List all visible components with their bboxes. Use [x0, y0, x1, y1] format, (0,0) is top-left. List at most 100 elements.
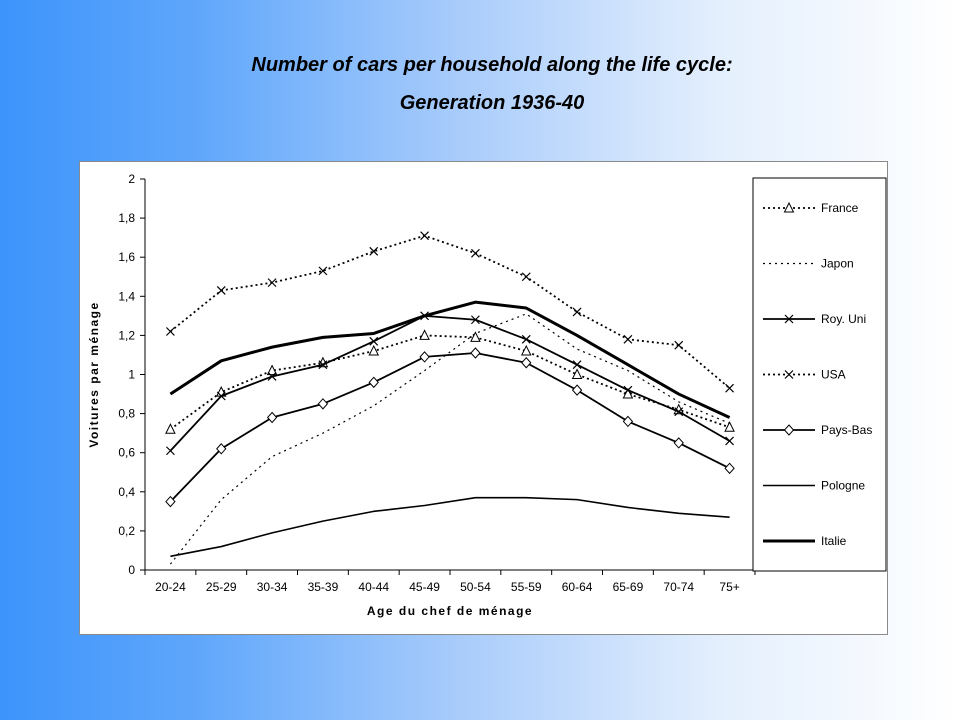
chart-panel: 0 0,2 0,4 0,6 0,8 1 1,2 1,4 1,6 1,8 2 20-24 25-29 30-…	[79, 161, 888, 635]
data-point-diamond	[317, 398, 329, 410]
data-point-triangle	[622, 387, 634, 399]
series-line	[169, 334, 730, 430]
data-point-x	[725, 436, 735, 446]
data-point-x	[470, 315, 480, 325]
x-axis-title: Age du chef de ménage	[367, 604, 533, 618]
x-tick-label: 30-34	[257, 580, 288, 594]
data-point-x	[216, 391, 226, 401]
data-point-x-stroke	[318, 360, 328, 370]
data-point-x-stroke	[784, 314, 794, 324]
x-tick-label: 75+	[719, 580, 739, 594]
legend-item: France	[763, 201, 859, 215]
data-point-diamond	[622, 415, 634, 428]
data-point-x-stroke	[725, 383, 735, 393]
legend-label: Italie	[821, 534, 847, 548]
x-tick-label: 20-24	[155, 580, 186, 594]
series-roy-uni	[165, 311, 735, 456]
data-point-x-stroke	[521, 334, 531, 344]
x-tick-label: 25-29	[206, 580, 237, 594]
data-point-x	[369, 336, 379, 346]
y-tick-label: 1,4	[118, 289, 135, 303]
data-point-diamond	[571, 384, 583, 396]
y-tick-label: 0,2	[118, 524, 135, 538]
data-point-x-stroke	[470, 248, 480, 258]
x-tick-label: 65-69	[613, 580, 644, 594]
data-point-x-stroke	[267, 372, 277, 381]
data-point-diamond	[368, 376, 379, 389]
y-tick-label: 1,6	[118, 250, 135, 264]
y-tick-label: 1,8	[118, 211, 135, 225]
data-point-x	[267, 278, 277, 288]
y-tick-label: 0,4	[118, 485, 135, 499]
series-layer	[165, 231, 735, 565]
data-point-x-stroke	[216, 286, 226, 295]
data-point-x	[420, 231, 430, 241]
data-point-x	[318, 360, 328, 370]
data-point-x-stroke	[572, 307, 582, 317]
data-point-x	[165, 327, 175, 336]
y-tick-label: 2	[128, 172, 135, 186]
data-point-x	[521, 272, 531, 282]
data-point-x-stroke	[674, 407, 684, 417]
data-point-x-stroke	[784, 370, 794, 379]
series-line	[169, 300, 731, 419]
data-point-x	[521, 334, 531, 344]
data-point-diamond	[673, 437, 684, 449]
data-point-x-stroke	[725, 436, 735, 446]
chart-title-line-1: Number of cars per household along the l…	[251, 54, 733, 76]
data-point-triangle	[571, 368, 583, 379]
data-point-diamond	[266, 411, 278, 424]
legend-box	[752, 177, 887, 572]
data-point-x	[674, 340, 684, 350]
data-point-x-stroke	[369, 336, 379, 346]
series-japon	[169, 313, 730, 565]
x-tick-label: 45-49	[409, 580, 440, 594]
series-usa	[165, 231, 735, 393]
data-point-triangle	[165, 423, 176, 434]
data-point-x	[165, 446, 175, 456]
legend-label: Japon	[821, 257, 854, 271]
y-tick-label: 0,8	[118, 407, 135, 421]
legend: France Japon Roy. Uni USA Pays-Bas Pologne Ita…	[752, 177, 887, 572]
data-point-x-stroke	[216, 391, 226, 401]
data-point-x	[318, 266, 328, 276]
series-line	[169, 352, 730, 503]
series-line	[169, 314, 731, 452]
legend-item: Italie	[763, 534, 847, 548]
series-line	[169, 313, 730, 565]
data-point-x-stroke	[572, 360, 582, 370]
data-point-diamond	[216, 443, 227, 455]
data-point-x	[725, 383, 735, 393]
y-tick-label: 0,6	[118, 446, 135, 460]
y-tick-label: 1	[128, 368, 135, 382]
legend-label: USA	[821, 368, 846, 382]
data-point-x	[674, 407, 684, 417]
data-point-diamond	[470, 347, 481, 359]
x-tick-label: 70-74	[663, 580, 694, 594]
data-point-x	[369, 246, 379, 256]
data-point-triangle	[266, 364, 278, 376]
data-point-x-stroke	[165, 327, 175, 336]
axes-layer: 0 0,2 0,4 0,6 0,8 1 1,2 1,4 1,6 1,8 2 20-24 25-29 30-…	[87, 172, 756, 618]
data-point-diamond	[165, 495, 176, 508]
data-point-diamond	[521, 357, 532, 369]
data-point-x-stroke	[521, 272, 531, 282]
line-chart: 0 0,2 0,4 0,6 0,8 1 1,2 1,4 1,6 1,8 2 20-24 25-29 30-…	[87, 172, 887, 618]
data-point-x-stroke	[674, 340, 684, 350]
data-point-x-stroke	[470, 315, 480, 325]
x-tick-label: 50-54	[460, 580, 491, 594]
data-point-x	[623, 334, 633, 344]
x-tick-label: 55-59	[511, 580, 542, 594]
legend-label: Pays-Bas	[821, 423, 872, 437]
series-pays-bas	[165, 347, 735, 508]
data-point-diamond	[783, 424, 795, 436]
x-tick-label: 60-64	[562, 580, 593, 594]
data-point-x-stroke	[420, 231, 430, 241]
series-france	[165, 329, 735, 434]
data-point-diamond	[724, 462, 735, 475]
data-point-x	[267, 372, 277, 381]
data-point-triangle	[520, 344, 532, 356]
data-point-x-stroke	[267, 278, 277, 288]
data-point-x	[784, 314, 794, 324]
legend-label: Roy. Uni	[821, 312, 866, 326]
